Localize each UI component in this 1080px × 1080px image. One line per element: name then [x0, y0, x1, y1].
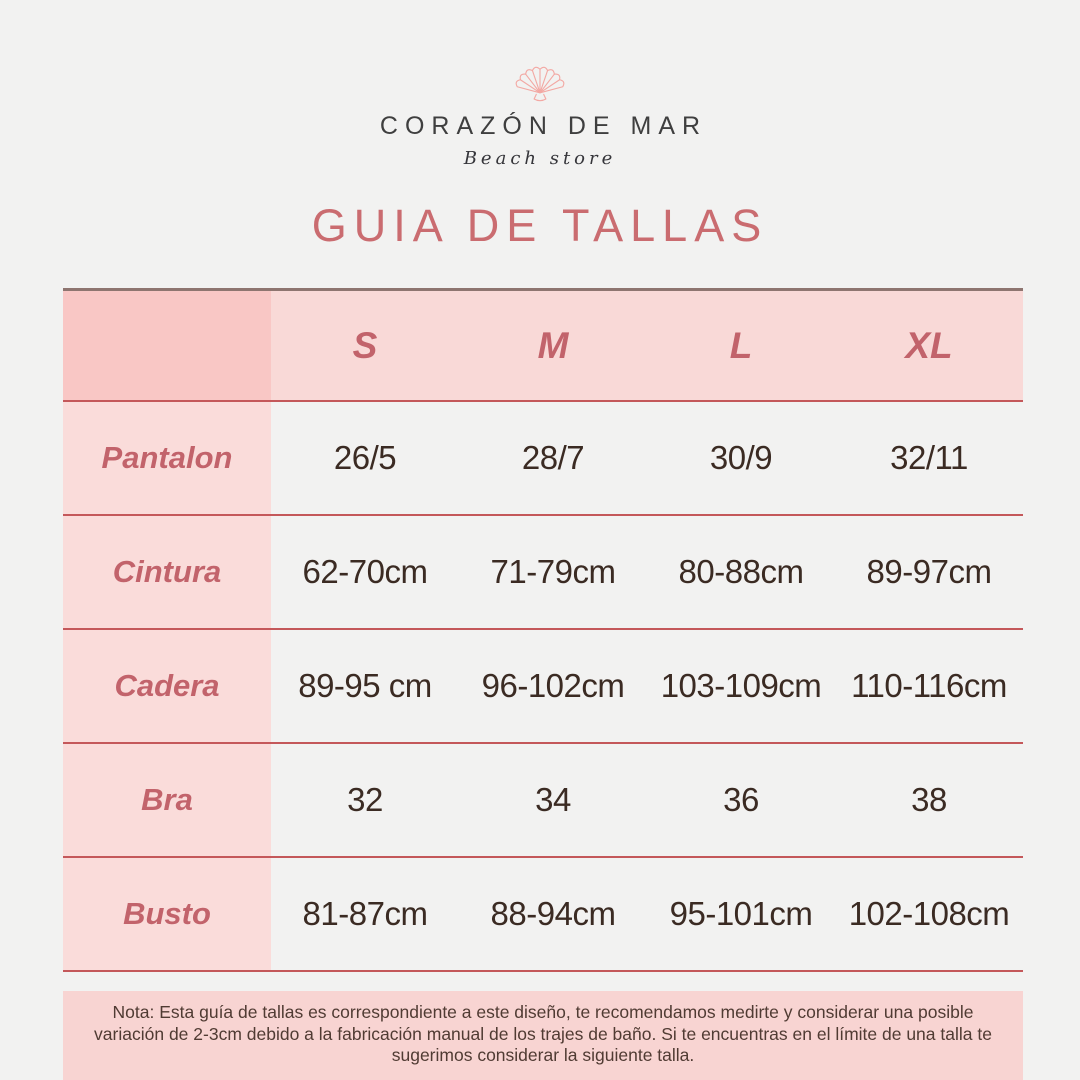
cell-value: 26/5: [333, 439, 397, 476]
row-label: Busto: [63, 858, 271, 970]
table-row-cintura: Cintura 62-70cm 71-79cm 80-88cm 89-97cm: [63, 516, 1023, 630]
cell-value: 110-116cm: [851, 667, 1007, 704]
row-label: Cintura: [63, 516, 271, 628]
cell-value: 80-88cm: [678, 553, 804, 590]
size-header-xl: XL: [905, 324, 953, 366]
cell-value: 89-97cm: [866, 553, 992, 590]
cell-value: 103-109cm: [660, 667, 822, 704]
row-label: Bra: [63, 744, 271, 856]
cell-value: 30/9: [709, 439, 773, 476]
cell-value: 81-87cm: [302, 895, 428, 932]
size-note-banner: Nota: Esta guía de tallas es correspondi…: [63, 991, 1023, 1080]
row-label: Cadera: [63, 630, 271, 742]
cell-value: 102-108cm: [848, 895, 1010, 932]
brand-header: CORAZÓN DE MAR Beach store: [0, 42, 1080, 169]
table-row-bra: Bra 32 34 36 38: [63, 744, 1023, 858]
size-note-text: Nota: Esta guía de tallas es correspondi…: [94, 1002, 992, 1065]
size-guide-table: S M L XL Pantalon 26/5 28/7 30/9 32/11 C…: [63, 288, 1023, 972]
brand-tagline: Beach store: [463, 148, 617, 169]
cell-value: 34: [535, 781, 571, 818]
table-row-pantalon: Pantalon 26/5 28/7 30/9 32/11: [63, 402, 1023, 516]
size-header-s: S: [352, 324, 378, 366]
cell-value: 89-95 cm: [298, 667, 432, 704]
cell-value: 32/11: [890, 439, 968, 476]
row-label: Pantalon: [63, 402, 271, 514]
scallop-shell-icon: [515, 66, 565, 102]
cell-value: 32: [347, 781, 383, 818]
table-row-cadera: Cadera 89-95 cm 96-102cm 103-109cm 110-1…: [63, 630, 1023, 744]
table-row-busto: Busto 81-87cm 88-94cm 95-101cm 102-108cm: [63, 858, 1023, 972]
cell-value: 36: [723, 781, 759, 818]
page-title: GUIA DE TALLAS: [311, 200, 769, 251]
table-corner-cell: [63, 291, 271, 400]
cell-value: 38: [911, 781, 947, 818]
brand-name: CORAZÓN DE MAR: [379, 112, 708, 140]
cell-value: 95-101cm: [669, 895, 813, 932]
size-header-m: M: [537, 324, 569, 366]
cell-value: 96-102cm: [481, 667, 625, 704]
table-header-row: S M L XL: [63, 288, 1023, 402]
cell-value: 62-70cm: [302, 553, 428, 590]
cell-value: 71-79cm: [490, 553, 616, 590]
size-header-l: L: [729, 324, 753, 366]
cell-value: 88-94cm: [490, 895, 616, 932]
cell-value: 28/7: [521, 439, 585, 476]
